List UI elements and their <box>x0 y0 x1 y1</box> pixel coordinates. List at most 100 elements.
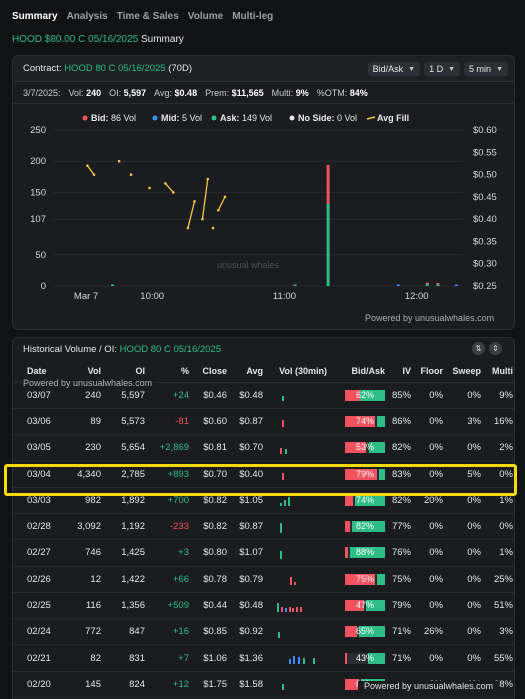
column-header[interactable]: Sweep <box>447 360 485 383</box>
bid-ask-bar: 74% <box>345 415 385 427</box>
column-header[interactable]: Vol (30min) <box>267 360 331 383</box>
legend-swatch-mid <box>152 115 158 121</box>
table-row[interactable]: 03/072405,597+24$0.46$0.4862%85%0%0%9%$1… <box>13 382 514 409</box>
tab-summary[interactable]: Summary <box>12 10 58 22</box>
cell-avg: $0.92 <box>231 618 267 646</box>
filter-icon[interactable]: ⇅ <box>472 342 485 355</box>
y-right-tick: $0.30 <box>473 259 497 270</box>
column-header[interactable]: % <box>149 360 193 383</box>
stats-date: 3/7/2025: <box>23 87 61 98</box>
cell-oi-change: -81 <box>149 408 193 436</box>
chart-panel-header: Contract: HOOD 80 C 05/16/2025 (70D) Bid… <box>13 56 514 82</box>
column-header[interactable]: Avg <box>231 360 267 383</box>
column-header[interactable]: Multi <box>485 360 514 383</box>
cell-date: 03/06 <box>13 408 65 436</box>
cell-oi: 824 <box>105 671 149 699</box>
tab-volume[interactable]: Volume <box>187 10 224 22</box>
cell-bid-ask: 43% <box>331 644 389 672</box>
cell-sweep: 5% <box>447 460 485 488</box>
bid-ask-pct: 74% <box>355 415 374 426</box>
bid-ask-pct: 65% <box>355 626 374 637</box>
cell-oi: 831 <box>105 644 149 672</box>
y-left-tick: 250 <box>30 125 46 136</box>
tab-analysis[interactable]: Analysis <box>66 10 108 22</box>
y-left-tick: 0 <box>41 281 46 292</box>
cell-bid-ask: 65% <box>331 618 389 646</box>
stats-vol: 240 <box>86 87 102 98</box>
table-row[interactable]: 02/28 3,092 1,192 -233 $0.82 $0.87 82% 77% 0% 0% 0… <box>13 513 514 541</box>
column-header[interactable]: Bid/Ask <box>331 360 389 383</box>
vol-sparkline <box>277 652 327 665</box>
sparkline-bar <box>279 502 282 507</box>
cell-bid-ask: 74% <box>331 487 389 514</box>
cell-iv: 82% <box>389 434 415 462</box>
table-row[interactable]: 02/25 116 1,356 +509 $0.44 $0.48 47% 79% 0% 0% 51%… <box>13 592 514 620</box>
cell-vol-30min <box>267 671 331 699</box>
sparkline-bar <box>277 631 280 638</box>
ask-segment <box>367 652 385 664</box>
cell-vol-30min <box>267 382 331 409</box>
column-header[interactable]: Floor <box>415 360 447 383</box>
history-header: Historical Volume / OI: HOOD 80 C 05/16/… <box>13 338 514 360</box>
side-dropdown[interactable]: Bid/Ask ▼ <box>367 62 421 76</box>
column-header[interactable]: Close <box>193 360 231 383</box>
tab-time-and-sales[interactable]: Time & Sales <box>116 10 179 22</box>
cell-iv: 79% <box>389 592 415 620</box>
cell-date: 02/24 <box>13 618 65 646</box>
cell-multi: 2% <box>485 434 514 462</box>
cell-sweep: 0% <box>447 644 485 672</box>
chevron-down-icon: ▼ <box>496 65 503 73</box>
sparkline-bar <box>280 606 283 612</box>
range-dropdown[interactable]: 1 D ▼ <box>424 62 461 76</box>
cell-iv: 85% <box>389 382 415 409</box>
bid-ask-pct: 88% <box>355 547 374 558</box>
top-nav: Summary Analysis Time & Sales Volume Mul… <box>0 0 525 32</box>
interval-dropdown[interactable]: 5 min ▼ <box>464 62 508 76</box>
cell-iv: 83% <box>389 460 415 488</box>
table-row[interactable]: 03/05 230 5,654 +2,869 $0.81 $0.70 53% 82% 0% 0% 2… <box>13 434 514 462</box>
bid-ask-bar: 74% <box>345 494 385 506</box>
bid-segment <box>345 389 361 401</box>
ask-segment <box>369 442 385 454</box>
column-header[interactable]: IV <box>389 360 415 383</box>
cell-avg: $1.05 <box>231 487 267 514</box>
table-row[interactable]: 03/03 982 1,892 +700 $0.82 $1.05 74% 82% 20% 0% 1%… <box>13 487 514 514</box>
subtitle-contract: HOOD $80.00 C 05/16/2025 <box>12 34 139 45</box>
cell-vol-30min <box>267 460 331 488</box>
ask-segment <box>379 468 385 480</box>
cell-iv: 71% <box>389 644 415 672</box>
bid-ask-bar: 79% <box>345 468 385 480</box>
cell-sweep: 0% <box>447 513 485 541</box>
cell-avg: $0.48 <box>231 592 267 620</box>
table-row[interactable]: 02/277461,425+3$0.80$1.0788%76%0%0%1%$80… <box>13 539 514 567</box>
cell-floor: 0% <box>415 644 447 672</box>
sparkline-bar <box>283 500 286 507</box>
table-row[interactable]: 03/06895,573-81$0.60$0.8774%86%0%3%16%$7… <box>13 408 514 436</box>
legend-swatch-bid <box>82 115 88 121</box>
cell-oi-change: +12 <box>149 671 193 699</box>
cell-vol-30min <box>267 644 331 672</box>
cell-vol: 116 <box>65 592 105 620</box>
table-row[interactable]: 02/24772847+16$0.85$0.9265%71%26%0%3%$70… <box>13 618 514 646</box>
bid-ask-pct: 62% <box>355 389 374 400</box>
cell-vol: 230 <box>65 434 105 462</box>
y-left-tick: 200 <box>30 156 46 167</box>
cell-multi: 0% <box>485 460 514 488</box>
legend-item-bid: Bid: 86 Vol <box>91 113 136 123</box>
vol-sparkline <box>277 626 327 638</box>
sparkline-bar <box>279 550 282 559</box>
table-body: 03/072405,597+24$0.46$0.4862%85%0%0%9%$1… <box>13 382 514 699</box>
sparkline-bar <box>288 659 291 665</box>
avg-fill-point <box>117 159 121 163</box>
sort-icon[interactable]: ⇕ <box>489 342 502 355</box>
cell-vol: 12 <box>65 566 105 593</box>
tab-multi-leg[interactable]: Multi-leg <box>232 10 274 22</box>
legend-item-ask: Ask: 149 Vol <box>220 113 272 123</box>
table-row[interactable]: 03/04 4,340 2,785 +893 $0.70 $0.40 79% 83% 0% 5% 0… <box>13 460 514 488</box>
bid-segment <box>345 547 349 559</box>
ask-segment <box>355 494 385 506</box>
y-left-tick: 50 <box>35 250 46 261</box>
